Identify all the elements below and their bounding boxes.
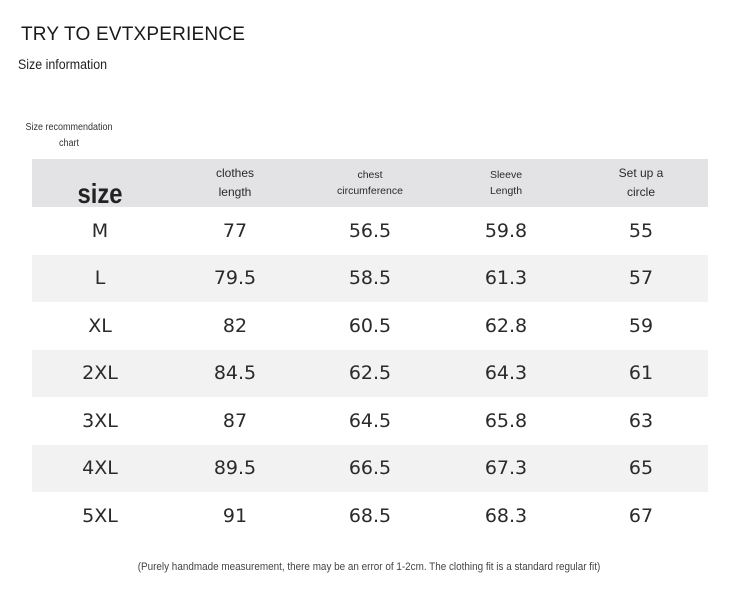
cell-clothes-length: 89.5 [213,457,257,480]
cell-set-up-a-circle: 55 [628,219,654,242]
cell-chest-circumference: 66.5 [348,457,392,480]
header-clothes-length: clothes length [215,166,255,199]
table-row: M 77 56.5 59.8 55 [32,207,708,255]
cell-clothes-length: 79.5 [213,267,257,290]
cell-clothes-length: 91 [222,504,248,527]
cell-sleeve-length: 64.3 [484,362,528,385]
cell-chest-circumference: 56.5 [348,219,392,242]
header-size: size [77,177,123,209]
cell-size: L [94,267,106,290]
table-row: 2XL 84.5 62.5 64.3 61 [32,349,708,397]
cell-size: XL [88,314,112,337]
cell-clothes-length: 87 [222,409,248,432]
cell-set-up-a-circle: 63 [628,409,654,432]
cell-size: 5XL [82,504,118,527]
footnote: (Purely handmade measurement, there may … [137,561,601,573]
brand-title: TRY TO EVTXPERIENCE [21,24,246,45]
cell-set-up-a-circle: 61 [628,362,654,385]
cell-size: 3XL [82,409,118,432]
table-row: XL 82 60.5 62.8 59 [32,302,708,350]
header-chest-circumference: chest circumference [337,169,403,197]
table-header: size clothes length chest circumference … [32,159,708,207]
cell-clothes-length: 84.5 [213,362,257,385]
cell-size: 4XL [82,457,118,480]
cell-clothes-length: 77 [222,219,248,242]
header-set-up-a-circle: Set up a circle [618,166,664,199]
cell-sleeve-length: 67.3 [484,457,528,480]
cell-sleeve-length: 65.8 [484,409,528,432]
cell-chest-circumference: 58.5 [348,267,392,290]
cell-set-up-a-circle: 67 [628,504,654,527]
table-row: 5XL 91 68.5 68.3 67 [32,492,708,540]
cell-chest-circumference: 68.5 [348,504,392,527]
cell-chest-circumference: 60.5 [348,314,392,337]
cell-chest-circumference: 64.5 [348,409,392,432]
cell-sleeve-length: 61.3 [484,267,528,290]
page-subtitle: Size information [18,57,108,72]
cell-clothes-length: 82 [222,314,248,337]
cell-size: M [91,219,109,242]
cell-size: 2XL [82,362,118,385]
cell-set-up-a-circle: 59 [628,314,654,337]
table-row: 4XL 89.5 66.5 67.3 65 [32,444,708,492]
header-sleeve-length: Sleeve Length [489,169,523,197]
cell-sleeve-length: 62.8 [484,314,528,337]
chart-label: Size recommendation chart [25,122,113,149]
cell-set-up-a-circle: 57 [628,267,654,290]
cell-chest-circumference: 62.5 [348,362,392,385]
cell-set-up-a-circle: 65 [628,457,654,480]
table-row: 3XL 87 64.5 65.8 63 [32,397,708,445]
table-row: L 79.5 58.5 61.3 57 [32,254,708,302]
size-table: size clothes length chest circumference … [32,159,708,540]
cell-sleeve-length: 59.8 [484,219,528,242]
cell-sleeve-length: 68.3 [484,504,528,527]
